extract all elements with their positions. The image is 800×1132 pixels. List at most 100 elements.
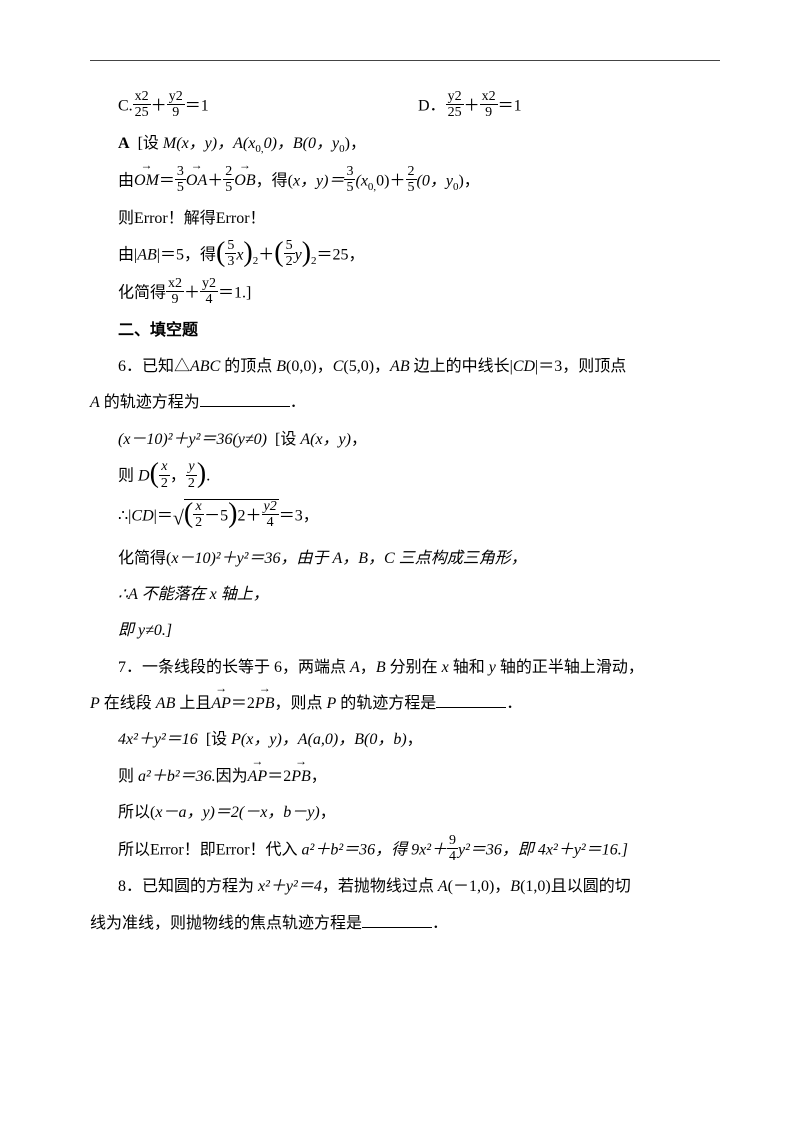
text: 轴的正半轴上滑动， — [496, 659, 644, 676]
period: ． — [506, 695, 522, 712]
q6-simp: 化简得(x－10)²＋y²＝36，由于 A，B，C 三点构成三角形， — [90, 544, 720, 574]
frac-num: y2 — [167, 89, 185, 105]
math: D — [138, 468, 150, 485]
option-d-label: D． — [418, 98, 446, 115]
d: 2 — [193, 515, 204, 530]
q8-l2: 线为准线，则抛物线的焦点轨迹方程是． — [90, 909, 720, 939]
text: )， — [458, 172, 479, 189]
math: y²＝36，即 4x²＋y²＝16.] — [458, 841, 628, 858]
n: y2 — [200, 276, 218, 292]
comma: ， — [360, 659, 376, 676]
math: AB — [156, 695, 176, 712]
text: [设 — [206, 731, 231, 748]
math: (0，y — [417, 172, 453, 189]
n: x — [193, 499, 204, 515]
n: 3 — [175, 164, 186, 180]
section-2-title: 二、填空题 — [90, 316, 720, 346]
plus: ＋ — [184, 284, 200, 301]
n: 2 — [406, 164, 417, 180]
math: C — [333, 358, 344, 375]
sub: 0, — [255, 143, 263, 155]
eq: ＝1 — [498, 98, 522, 115]
math: A — [438, 878, 448, 895]
text: 7．一条线段的长等于 6，两端点 — [118, 659, 350, 676]
text: ， — [311, 768, 327, 785]
lparen: ( — [216, 239, 225, 267]
lparen: ( — [274, 239, 283, 267]
answer: 4x²＋y²＝16 — [118, 731, 198, 748]
n: x2 — [166, 276, 184, 292]
math: B — [276, 358, 286, 375]
d: 5 — [406, 180, 417, 195]
text: ， — [320, 804, 336, 821]
q8-l1: 8．已知圆的方程为 x²＋y²＝4，若抛物线过点 A(－1,0)，B(1,0)且… — [90, 872, 720, 902]
math: (x — [355, 172, 367, 189]
option-c: C.x225＋y29＝1 — [118, 91, 418, 123]
q7-l2: P 在线段 AB 上且AP＝2PB，则点 P 的轨迹方程是． — [90, 689, 720, 719]
text: [设 — [275, 431, 300, 448]
lparen: ( — [150, 460, 159, 488]
math: B — [510, 878, 520, 895]
text: 分别在 — [386, 659, 442, 676]
vector-ap: AP — [248, 762, 268, 792]
math: AB — [390, 358, 410, 375]
text: 在线段 — [100, 695, 156, 712]
math: M(x，y)，A(x — [163, 135, 255, 152]
text: 则 — [118, 468, 138, 485]
text: 则Error！解得Error！ — [118, 210, 266, 227]
rparen: ) — [228, 500, 237, 528]
lparen: ( — [184, 500, 193, 528]
text: 化简得 — [118, 284, 166, 301]
text: 上且 — [175, 695, 211, 712]
math: y — [295, 247, 302, 264]
vector-om: OM — [134, 166, 159, 196]
math: AB — [137, 247, 157, 264]
d: 3 — [225, 254, 236, 269]
math: 0)，B(0，y — [264, 135, 340, 152]
text: 的顶点 — [220, 358, 276, 375]
text: ＝2 — [231, 695, 255, 712]
frac-den: 9 — [167, 105, 185, 120]
math: CD — [131, 508, 153, 525]
text: 轴和 — [449, 659, 489, 676]
d: 5 — [175, 180, 186, 195]
frac-num: y2 — [446, 89, 464, 105]
sol5-l5: 化简得x29＋y24＝1.] — [90, 278, 720, 310]
n: y2 — [262, 499, 279, 515]
text: 6．已知△ — [118, 358, 190, 375]
n: 2 — [223, 164, 234, 180]
frac-num: x2 — [480, 89, 498, 105]
math: A — [350, 659, 360, 676]
text: 所以( — [118, 804, 155, 821]
text: 由| — [118, 247, 137, 264]
option-c-label: C. — [118, 98, 133, 115]
d: 4 — [447, 849, 458, 864]
text: |＝ — [154, 508, 173, 525]
plus: ＋ — [258, 247, 274, 264]
frac-den: 25 — [446, 105, 464, 120]
frac-num: x2 — [133, 89, 151, 105]
math: x－10)²＋y²＝36，由于 A，B，C 三点构成三角形， — [171, 550, 526, 567]
math: B — [376, 659, 386, 676]
sol5-l3: 则Error！解得Error！ — [90, 204, 720, 234]
sub: 0, — [368, 181, 376, 193]
text: ， — [351, 431, 367, 448]
text: |＝5，得 — [157, 247, 216, 264]
sqrt-icon: √ — [173, 508, 184, 530]
text: ，若抛物线过点 — [322, 878, 438, 895]
text: 且以圆的切 — [551, 878, 631, 895]
text: ，则点 — [274, 695, 326, 712]
comma: ， — [170, 468, 186, 485]
eq: ＝ — [159, 172, 175, 189]
q7-ans: 4x²＋y²＝16 [设 P(x，y)，A(a,0)，B(0，b)， — [90, 725, 720, 755]
q6-ans: (x－10)²＋y²＝36(y≠0) [设 A(x，y)， — [90, 425, 720, 455]
answer-letter: A — [118, 135, 130, 152]
text: 因为 — [216, 768, 248, 785]
answer: (x－10)²＋y²＝36(y≠0) — [118, 431, 267, 448]
q6-D: 则 D(x2，y2). — [90, 461, 720, 493]
rparen: ) — [243, 239, 252, 267]
vector-ap: AP — [211, 689, 231, 719]
q6-yneq: 即 y≠0.] — [90, 616, 720, 646]
text: 即 y≠0.] — [118, 622, 172, 639]
text: 的轨迹方程为 — [100, 394, 200, 411]
